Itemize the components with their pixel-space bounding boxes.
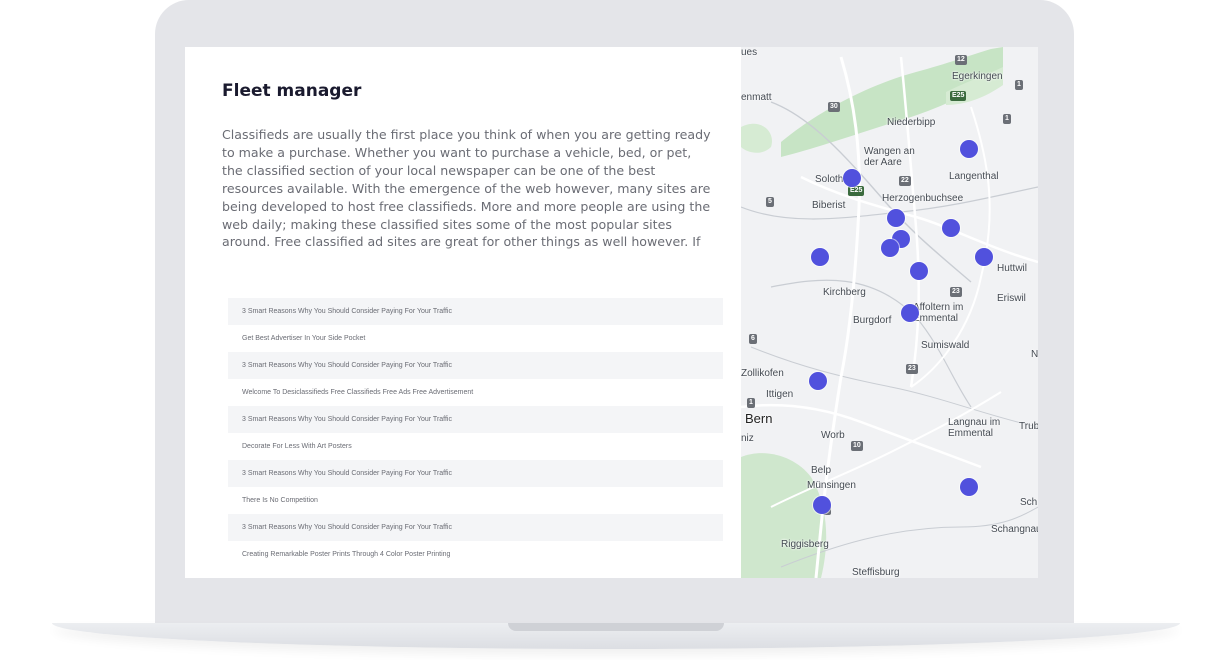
- map-label: enmatt: [741, 92, 772, 103]
- vehicle-marker[interactable]: [960, 478, 978, 496]
- route-shield: 30: [828, 102, 840, 112]
- map-label: Schangnau: [991, 524, 1038, 535]
- list-item[interactable]: Get Best Advertiser In Your Side Pocket: [242, 335, 366, 342]
- list-item[interactable]: 3 Smart Reasons Why You Should Consider …: [228, 406, 723, 433]
- map-label: Trub: [1019, 421, 1038, 432]
- route-shield: 23: [950, 287, 962, 297]
- route-shield: 5: [766, 197, 774, 207]
- fleet-panel: Fleet manager Classifieds are usually th…: [185, 47, 741, 578]
- vehicle-marker[interactable]: [843, 169, 861, 187]
- vehicle-marker[interactable]: [960, 140, 978, 158]
- map-label: Herzogenbuchsee: [882, 193, 964, 204]
- map-label: Niederbipp: [887, 117, 936, 128]
- list-item[interactable]: Creating Remarkable Poster Prints Throug…: [242, 551, 451, 558]
- map-label: Langenthal: [949, 171, 999, 182]
- list-item[interactable]: Decorate For Less With Art Posters: [242, 443, 352, 450]
- list-item[interactable]: Welcome To Desiclassifieds Free Classifi…: [242, 389, 474, 396]
- list-item[interactable]: 3 Smart Reasons Why You Should Consider …: [228, 298, 723, 325]
- laptop-notch: [508, 623, 724, 631]
- list-item[interactable]: 3 Smart Reasons Why You Should Consider …: [228, 460, 723, 487]
- vehicle-list: 3 Smart Reasons Why You Should Consider …: [228, 298, 723, 568]
- map-label: Münsingen: [807, 480, 856, 491]
- vehicle-marker[interactable]: [901, 304, 919, 322]
- vehicle-marker[interactable]: [910, 262, 928, 280]
- map-label: Eriswil: [997, 293, 1026, 304]
- page-title: Fleet manager: [222, 81, 362, 101]
- map-label: Sch: [1020, 497, 1038, 508]
- vehicle-marker[interactable]: [887, 209, 905, 227]
- route-shield: 22: [899, 176, 911, 186]
- vehicle-marker[interactable]: [811, 248, 829, 266]
- map-label: Huttwil: [997, 263, 1028, 274]
- map-label: Affoltern im Emmental: [913, 302, 964, 324]
- map-label: Biberist: [812, 200, 846, 211]
- description-text: Classifieds are usually the first place …: [222, 127, 711, 254]
- fleet-map[interactable]: ues Egerkingen enmatt Niederbipp Wangen …: [741, 47, 1038, 578]
- map-label: niz: [741, 433, 754, 444]
- map-label: Zollikofen: [741, 368, 784, 379]
- map-label: Kirchberg: [823, 287, 866, 298]
- vehicle-marker[interactable]: [813, 496, 831, 514]
- map-label: Burgdorf: [853, 315, 892, 326]
- map-label: Egerkingen: [952, 71, 1003, 82]
- route-shield: 6: [749, 334, 757, 344]
- map-label: Steffisburg: [852, 567, 900, 578]
- map-label: Riggisberg: [781, 539, 829, 550]
- map-label: Worb: [821, 430, 845, 441]
- vehicle-marker[interactable]: [942, 219, 960, 237]
- app-screen: Fleet manager Classifieds are usually th…: [185, 47, 1038, 578]
- list-item[interactable]: 3 Smart Reasons Why You Should Consider …: [228, 352, 723, 379]
- map-label: Wangen an der Aare: [864, 146, 915, 168]
- map-label: Belp: [811, 465, 832, 476]
- map-label: ues: [741, 47, 758, 58]
- list-item[interactable]: 3 Smart Reasons Why You Should Consider …: [228, 514, 723, 541]
- route-shield: 23: [906, 364, 918, 374]
- route-shield: 12: [955, 55, 967, 65]
- map-label: Sumiswald: [921, 340, 970, 351]
- list-item[interactable]: There Is No Competition: [242, 497, 318, 504]
- vehicle-marker[interactable]: [975, 248, 993, 266]
- map-label: N: [1031, 349, 1038, 360]
- route-shield: 1: [747, 398, 755, 408]
- route-shield: E25: [848, 186, 865, 196]
- route-shield: E25: [950, 91, 967, 101]
- map-label: Solothurn: [815, 174, 858, 185]
- map-label: Bern: [745, 411, 773, 426]
- route-shield: 1: [1015, 80, 1023, 90]
- vehicle-marker[interactable]: [881, 239, 899, 257]
- vehicle-marker[interactable]: [809, 372, 827, 390]
- route-shield: 10: [851, 441, 863, 451]
- route-shield: 1: [1003, 114, 1011, 124]
- map-label: Ittigen: [766, 389, 794, 400]
- map-label: Langnau im Emmental: [948, 417, 1001, 439]
